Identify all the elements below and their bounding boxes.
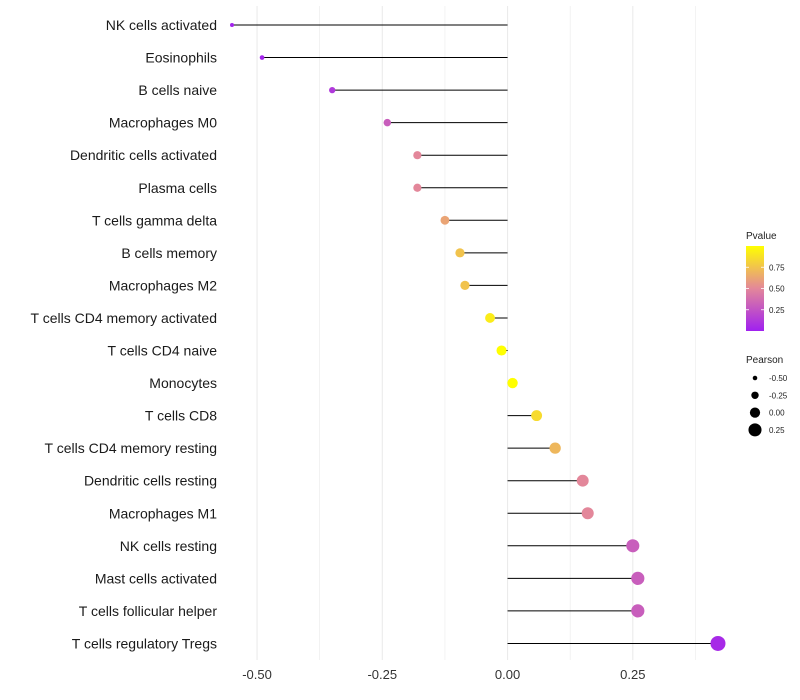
category-label: T cells CD4 memory resting	[45, 440, 217, 456]
lollipop-points	[230, 23, 726, 651]
lollipop-point	[549, 442, 561, 454]
colorbar-tick-label: 0.50	[769, 285, 785, 294]
lollipop-point	[455, 248, 465, 258]
category-labels: NK cells activated Eosinophils B cells nai…	[31, 17, 218, 651]
lollipop-point	[413, 183, 422, 192]
category-label: Dendritic cells resting	[84, 473, 217, 489]
category-label: Mast cells activated	[95, 570, 217, 586]
lollipop-point	[581, 507, 594, 520]
lollipop-point	[631, 604, 645, 618]
category-label: Macrophages M0	[109, 115, 217, 131]
category-label: Plasma cells	[138, 180, 217, 196]
category-label: B cells memory	[121, 245, 217, 261]
lollipop-point	[329, 86, 336, 94]
lollipop-point	[383, 118, 392, 127]
lollipop-point	[710, 635, 726, 651]
x-axis-ticks: -0.50 -0.25 0.00 0.25	[242, 667, 645, 682]
lollipop-stems	[232, 24, 718, 644]
category-label: Eosinophils	[145, 50, 217, 66]
size-legend-dot	[749, 407, 761, 418]
lollipop-point	[507, 377, 518, 389]
lollipop-point	[413, 151, 422, 160]
category-label: NK cells resting	[120, 538, 217, 554]
category-label: T cells CD8	[145, 408, 217, 424]
category-label: NK cells activated	[106, 17, 217, 33]
size-legend-label: -0.50	[769, 374, 788, 383]
size-legend-label: 0.00	[769, 409, 785, 418]
x-tick-label: -0.25	[367, 667, 397, 682]
category-label: Macrophages M1	[109, 505, 217, 521]
lollipop-point	[259, 55, 265, 60]
pvalue-legend-title: Pvalue	[746, 231, 777, 242]
x-tick-label: 0.25	[620, 667, 645, 682]
lollipop-point	[485, 313, 495, 323]
lollipop-point	[496, 345, 507, 356]
category-label: Dendritic cells activated	[70, 147, 217, 163]
category-label: T cells follicular helper	[79, 603, 218, 619]
colorbar-tick-label: 0.25	[769, 306, 785, 315]
pearson-legend-title: Pearson	[746, 355, 783, 366]
colorbar-tick-label: 0.75	[769, 263, 785, 272]
size-legend-dot	[751, 391, 759, 400]
x-tick-label: 0.00	[495, 667, 520, 682]
lollipop-point	[576, 474, 589, 487]
lollipop-point	[626, 539, 640, 553]
size-legend-label: 0.25	[769, 426, 785, 435]
category-label: T cells CD4 memory activated	[31, 310, 217, 326]
category-label: T cells CD4 naive	[108, 343, 218, 359]
category-label: Macrophages M2	[109, 277, 217, 293]
grid-lines	[256, 6, 696, 660]
size-legend-dot	[752, 375, 758, 381]
pvalue-legend: Pvalue 0.25 0.50 0.75	[746, 231, 785, 331]
pvalue-colorbar	[746, 246, 764, 331]
lollipop-point	[631, 571, 645, 585]
lollipop-point	[460, 280, 470, 291]
size-legend-dot	[748, 423, 762, 437]
pearson-legend: Pearson -0.50 -0.25 0.00 0.25	[746, 355, 788, 437]
size-legend-label: -0.25	[769, 391, 788, 400]
lollipop-point	[230, 23, 234, 27]
category-label: T cells gamma delta	[92, 212, 217, 228]
category-label: T cells regulatory Tregs	[72, 635, 217, 651]
category-label: B cells naive	[138, 82, 217, 98]
x-tick-label: -0.50	[242, 667, 272, 682]
lollipop-point	[531, 410, 543, 422]
lollipop-point	[440, 215, 450, 225]
category-label: Monocytes	[149, 375, 217, 391]
